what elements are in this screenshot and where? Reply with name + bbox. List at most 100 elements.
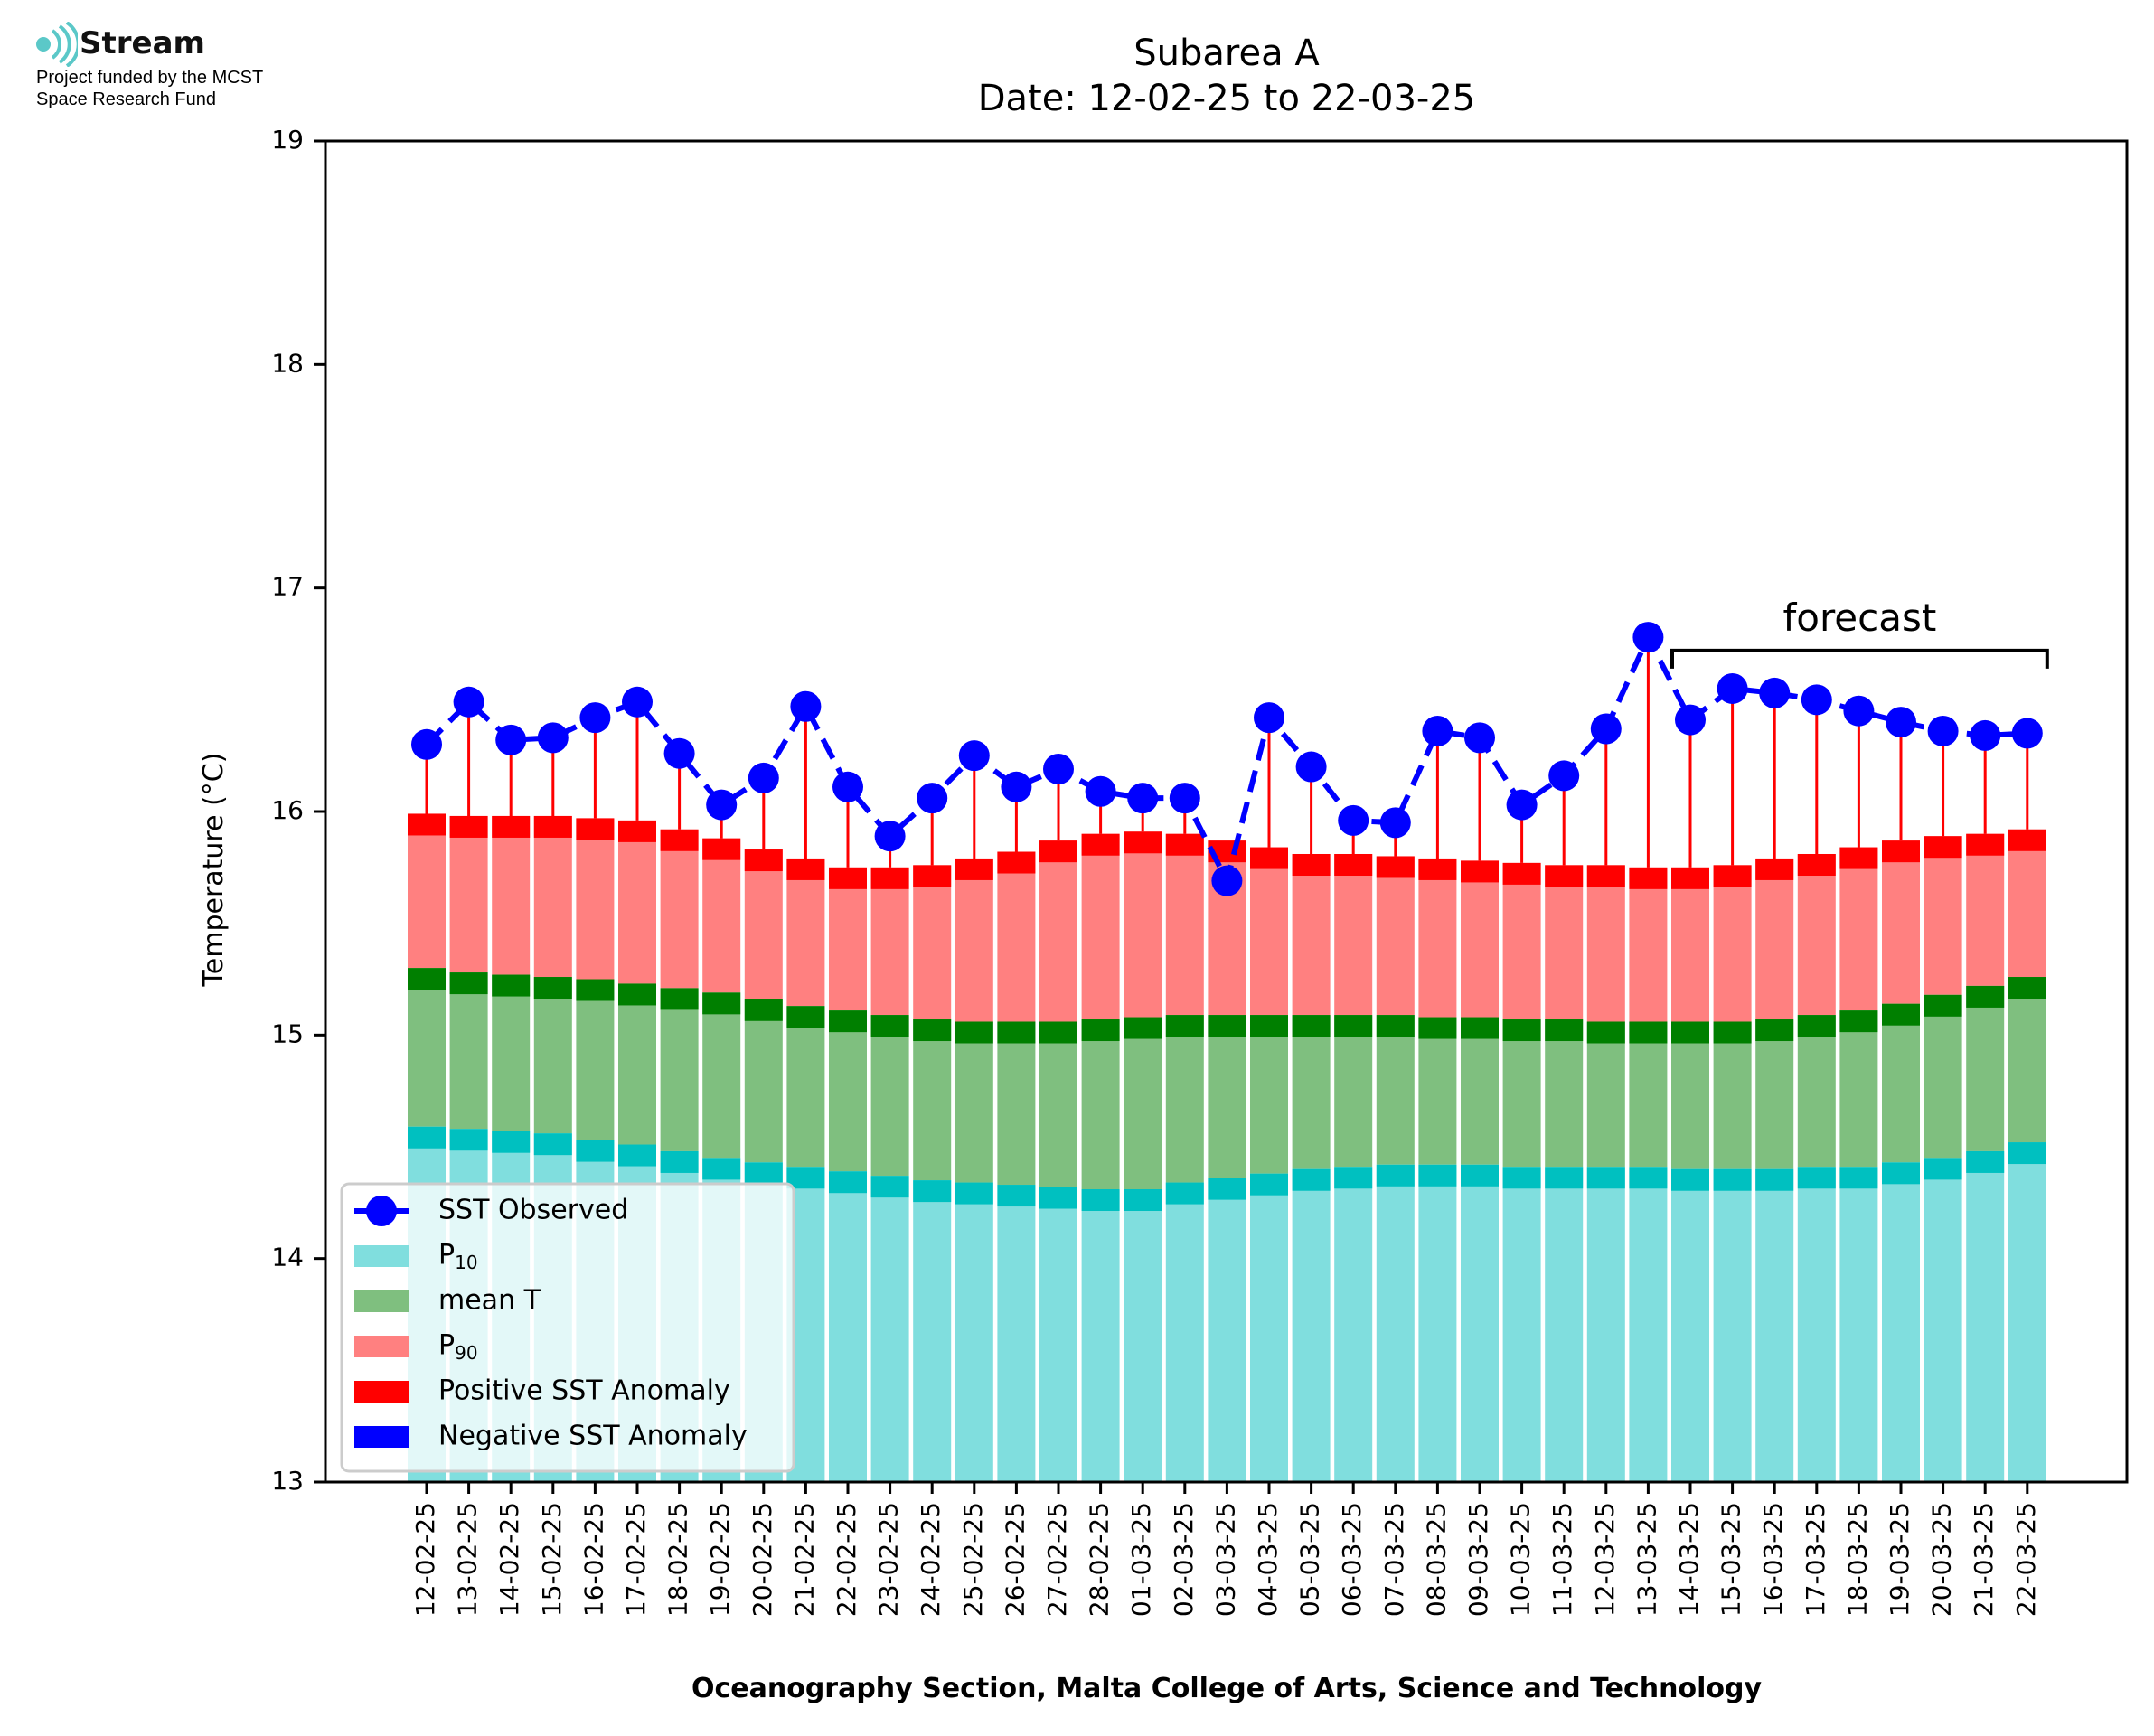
mean-t-edge-band [1671, 1021, 1709, 1044]
p10-edge-band [1334, 1167, 1373, 1189]
x-tick-label: 11-03-25 [1547, 1502, 1577, 1617]
p10-edge-band [1545, 1167, 1584, 1189]
mean-t-bar [1713, 1021, 1752, 1169]
y-tick-label: 14 [271, 1243, 304, 1272]
axes-group: 12-02-25 13-02-25 14-02-25 15-02-25 16-02-25… [271, 125, 2129, 1617]
p10-bar [955, 1182, 993, 1482]
sst-observed-point [663, 737, 695, 769]
legend-swatch-mean-t [354, 1290, 409, 1312]
y-tick-label: 13 [271, 1466, 304, 1496]
x-tick-label: 22-03-25 [2011, 1502, 2041, 1617]
sst-observed-point [1295, 751, 1327, 783]
mean-t-edge-band [1165, 1015, 1204, 1037]
p90-bar [492, 815, 531, 975]
forecast-bracket [1670, 648, 2049, 669]
x-tick-label: 21-02-25 [789, 1502, 819, 1617]
p90-edge-band [1713, 865, 1752, 887]
x-tick-label: 06-03-25 [1337, 1502, 1367, 1617]
mean-t-edge-band [1713, 1021, 1752, 1044]
p90-bar [1334, 853, 1373, 1016]
mean-t-edge-band [997, 1021, 1036, 1044]
x-tick-label: 17-03-25 [1801, 1502, 1830, 1617]
p90-edge-band [1924, 836, 1962, 859]
legend-box [340, 1182, 795, 1473]
x-tick-label: 15-02-25 [537, 1502, 567, 1617]
p90-bar [2008, 829, 2046, 978]
x-tick-label: 07-03-25 [1379, 1502, 1409, 1617]
p10-edge-band [1124, 1188, 1162, 1211]
p90-edge-band [1755, 858, 1794, 880]
p90-edge-band [702, 838, 741, 860]
mean-t-bar [1124, 1017, 1162, 1189]
sst-observed-point [917, 783, 948, 814]
p10-edge-band [1502, 1167, 1541, 1189]
mean-t-bar [576, 979, 615, 1140]
x-tick-label: 17-02-25 [621, 1502, 651, 1617]
p90-edge-band [1797, 853, 1836, 876]
mean-t-bar [1629, 1021, 1668, 1168]
sst-observed-point [1379, 807, 1411, 839]
p10-edge-band [1165, 1182, 1204, 1205]
sst-observed-point [579, 702, 611, 734]
p90-bar [1586, 865, 1625, 1022]
x-axis-label: Oceanography Section, Malta College of A… [691, 1673, 1763, 1704]
p10-edge-band [1797, 1167, 1836, 1189]
sst-observed-point [1886, 707, 1916, 738]
p90-bar [533, 815, 572, 978]
mean-t-bar [1545, 1019, 1584, 1168]
p90-bar [1502, 862, 1541, 1020]
y-axis-label: Temperature (°C) [198, 753, 230, 988]
x-tick-label: 05-03-25 [1295, 1502, 1325, 1617]
sst-observed-point [453, 686, 484, 718]
p90-edge-band [1292, 853, 1331, 876]
x-tick-label: 13-03-25 [1632, 1502, 1661, 1617]
x-tick-label: 15-03-25 [1717, 1502, 1746, 1617]
p90-edge-band [576, 818, 615, 840]
p90-edge-band [660, 829, 699, 851]
sst-observed-point [1254, 702, 1284, 734]
mean-t-edge-band [870, 1015, 909, 1037]
p10-bar [1966, 1150, 2005, 1482]
p90-edge-band [533, 815, 572, 838]
p90-bar [408, 813, 446, 969]
mean-t-bar [449, 972, 488, 1130]
mean-t-edge-band [1797, 1015, 1836, 1037]
p10-edge-band [492, 1131, 531, 1153]
chart-subtitle: Date: 12-02-25 to 22-03-25 [978, 78, 1476, 119]
mean-t-bar [955, 1021, 993, 1183]
p10-bar [1250, 1173, 1288, 1482]
p90-bar [449, 815, 488, 973]
p90-edge-band [1671, 867, 1709, 889]
sst-line-group [411, 622, 2043, 896]
p10-edge-band [1629, 1167, 1668, 1189]
p90-edge-band [997, 851, 1036, 874]
p90-bar [1755, 858, 1794, 1020]
mean-t-edge-band [1882, 1003, 1920, 1026]
p90-bar [1461, 860, 1499, 1018]
mean-t-edge-band [1545, 1019, 1584, 1042]
p10-edge-band [829, 1171, 867, 1194]
mean-t-bar [1418, 1017, 1457, 1165]
sst-observed-point [2011, 718, 2043, 749]
mean-t-edge-band [1461, 1017, 1499, 1039]
mean-t-bar [660, 988, 699, 1151]
p10-bar [1502, 1167, 1541, 1482]
p90-edge-band [1081, 833, 1120, 856]
mean-t-bar [2008, 977, 2046, 1143]
p90-bar [1839, 847, 1878, 1011]
mean-t-edge-band [1586, 1021, 1625, 1044]
p90-edge-band [449, 815, 488, 838]
p90-edge-band [1545, 865, 1584, 887]
p10-bar [2008, 1142, 2046, 1482]
p10-edge-band [1882, 1162, 1920, 1185]
legend-swatch-negative-sst-anomaly [354, 1426, 409, 1448]
mean-t-edge-band [1250, 1015, 1288, 1037]
sst-observed-point [1927, 715, 1959, 746]
p90-edge-band [955, 858, 993, 880]
p10-edge-band [702, 1158, 741, 1180]
mean-t-bar [913, 1019, 952, 1181]
p10-edge-band [997, 1185, 1036, 1207]
sst-observed-point [1675, 704, 1706, 736]
p90-edge-band [1629, 867, 1668, 889]
x-tick-label: 20-02-25 [748, 1502, 777, 1617]
